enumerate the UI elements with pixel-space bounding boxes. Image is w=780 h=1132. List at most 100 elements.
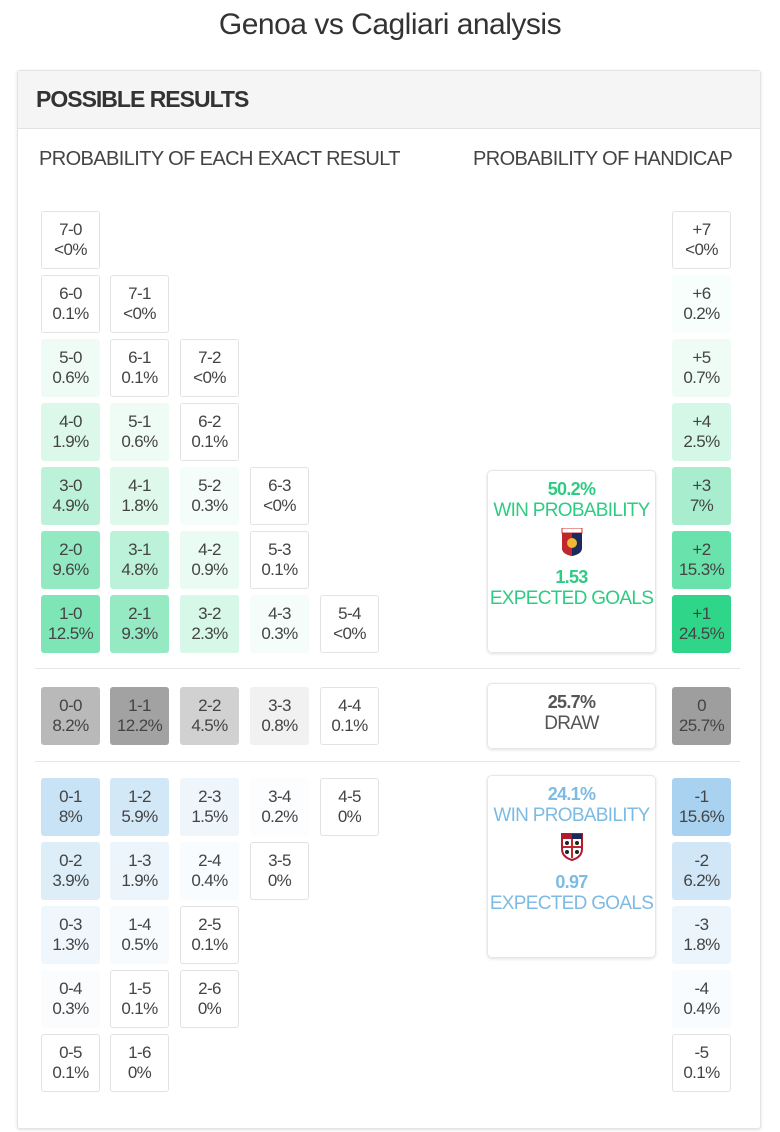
score-cell-3-5: 3-5 0% (250, 842, 309, 900)
cell-probability: <0% (263, 496, 296, 515)
handicap-cell: -4 0.4% (672, 970, 731, 1028)
cell-probability: 15.6% (678, 807, 725, 826)
cell-label: 0 (697, 696, 706, 715)
score-cell-0-5: 0-5 0.1% (41, 1034, 100, 1092)
cell-probability: <0% (54, 240, 87, 259)
cell-label: 3-0 (59, 476, 82, 495)
handicap-cell: -2 6.2% (672, 842, 731, 900)
cell-label: 4-3 (268, 604, 291, 623)
score-cell-7-1: 7-1 <0% (110, 275, 169, 333)
cell-label: 1-2 (128, 787, 151, 806)
cell-label: 5-4 (338, 604, 361, 623)
cell-label: -4 (694, 979, 710, 998)
cell-probability: 4.9% (52, 496, 89, 515)
divider (35, 668, 740, 669)
cell-probability: 1.9% (52, 432, 89, 451)
cell-probability: 0.1% (331, 716, 368, 735)
cell-probability: 4.5% (191, 716, 228, 735)
score-cell-1-0: 1-0 12.5% (41, 595, 100, 653)
cell-label: 5-2 (198, 476, 221, 495)
cell-label: -5 (694, 1043, 710, 1062)
cell-label: 6-0 (59, 284, 82, 303)
away-win-prob: 24.1% (547, 784, 596, 804)
handicap-cell: 0 25.7% (672, 687, 731, 745)
cell-probability: 25.7% (678, 716, 725, 735)
score-cell-3-1: 3-1 4.8% (110, 531, 169, 589)
home-xg-label: EXPECTED GOALS (489, 588, 654, 609)
cell-label: -2 (694, 851, 710, 870)
cell-probability: 0.3% (191, 496, 228, 515)
away-summary: 24.1% WIN PROBABILITY 0.97 EXPECTED GOAL… (487, 775, 656, 958)
score-cell-4-1: 4-1 1.8% (110, 467, 169, 525)
away-xg-label: EXPECTED GOALS (489, 893, 654, 914)
cell-label: +5 (692, 348, 711, 367)
cell-probability: <0% (333, 624, 366, 643)
handicap-cell: +2 15.3% (672, 531, 731, 589)
home-summary: 50.2% WIN PROBABILITY 1.53 EXPECTED GOAL… (487, 470, 656, 653)
home-xg: 1.53 (555, 567, 588, 587)
cell-label: 1-4 (128, 915, 151, 934)
cell-probability: 0% (127, 1063, 152, 1082)
cell-probability: 15.3% (678, 560, 725, 579)
cell-label: -3 (694, 915, 710, 934)
score-cell-1-1: 1-1 12.2% (110, 687, 169, 745)
cell-probability: 0.8% (261, 716, 298, 735)
cell-probability: 0.6% (52, 368, 89, 387)
handicap-cell: +1 24.5% (672, 595, 731, 653)
handicap-header: PROBABILITY OF HANDICAP (473, 148, 733, 170)
cell-probability: 0.1% (191, 935, 228, 954)
score-cell-4-2: 4-2 0.9% (180, 531, 239, 589)
cell-probability: 0.2% (683, 304, 720, 323)
cell-probability: 0.5% (121, 935, 158, 954)
cell-label: 4-1 (128, 476, 151, 495)
cell-probability: 12.5% (47, 624, 94, 643)
cell-label: 3-5 (268, 851, 291, 870)
score-cell-6-3: 6-3 <0% (250, 467, 309, 525)
cell-label: 5-0 (59, 348, 82, 367)
score-cell-0-3: 0-3 1.3% (41, 906, 100, 964)
score-cell-2-4: 2-4 0.4% (180, 842, 239, 900)
cell-label: 7-0 (59, 220, 82, 239)
draw-summary: 25.7% DRAW (487, 683, 656, 749)
cell-label: +2 (692, 540, 711, 559)
score-cell-0-4: 0-4 0.3% (41, 970, 100, 1028)
genoa-crest-icon (561, 527, 582, 556)
cell-probability: 0% (197, 999, 222, 1018)
cagliari-crest-icon (560, 833, 583, 862)
cell-probability: 2.3% (191, 624, 228, 643)
cell-probability: 1.3% (52, 935, 89, 954)
cell-probability: 0.3% (261, 624, 298, 643)
cell-probability: 3.9% (52, 871, 89, 890)
cell-label: +3 (692, 476, 711, 495)
score-cell-2-3: 2-3 1.5% (180, 778, 239, 836)
cell-probability: 0% (337, 807, 362, 826)
score-cell-2-5: 2-5 0.1% (180, 906, 239, 964)
cell-label: 2-0 (59, 540, 82, 559)
cell-probability: 9.3% (121, 624, 158, 643)
score-cell-5-4: 5-4 <0% (320, 595, 379, 653)
score-cell-3-0: 3-0 4.9% (41, 467, 100, 525)
cell-label: 1-1 (128, 696, 151, 715)
cell-probability: 0.1% (191, 432, 228, 451)
cell-probability: 0.1% (52, 1063, 89, 1082)
handicap-cell: +4 2.5% (672, 403, 731, 461)
cell-label: +4 (692, 412, 711, 431)
score-cell-4-0: 4-0 1.9% (41, 403, 100, 461)
cell-label: 2-3 (198, 787, 221, 806)
cell-label: 2-2 (198, 696, 221, 715)
cell-label: 4-2 (198, 540, 221, 559)
cell-label: 2-6 (198, 979, 221, 998)
section-title: POSSIBLE RESULTS (18, 71, 760, 129)
score-cell-3-2: 3-2 2.3% (180, 595, 239, 653)
score-cell-6-1: 6-1 0.1% (110, 339, 169, 397)
cell-label: 6-3 (268, 476, 291, 495)
score-cell-7-0: 7-0 <0% (41, 211, 100, 269)
cell-label: 2-4 (198, 851, 221, 870)
score-cell-3-4: 3-4 0.2% (250, 778, 309, 836)
cell-label: +6 (692, 284, 711, 303)
cell-probability: 0.7% (683, 368, 720, 387)
cell-probability: 7% (689, 496, 714, 515)
score-cell-1-6: 1-6 0% (110, 1034, 169, 1092)
cell-probability: 1.8% (683, 935, 720, 954)
cell-label: 3-1 (128, 540, 151, 559)
